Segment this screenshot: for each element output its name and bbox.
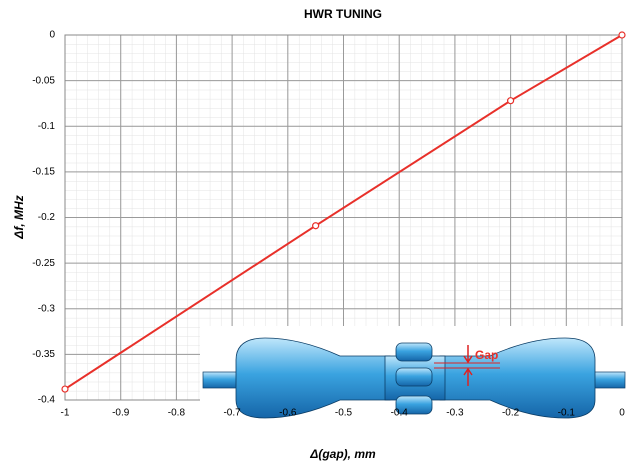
y-tick-label: -0.1 [38,121,56,132]
x-tick-label: -0.5 [335,408,353,419]
chart-title: HWR TUNING [304,7,382,21]
y-tick-label: -0.25 [32,258,55,269]
x-tick-label: -0.9 [112,408,130,419]
x-tick-label: -0.2 [502,408,520,419]
x-tick-label: -0.8 [168,408,186,419]
y-tick-label: -0.3 [38,303,56,314]
y-tick-label: -0.35 [32,349,55,360]
data-point [313,223,319,229]
cavity-inset: Gap [200,326,628,420]
data-point [508,98,514,104]
x-axis-label: Δ(gap), mm [309,447,376,461]
data-point [619,32,625,38]
y-tick-label: -0.2 [38,212,56,223]
stem-top [396,343,432,361]
data-point [62,386,68,392]
x-tick-label: -0.1 [558,408,576,419]
x-tick-label: -0.3 [446,408,464,419]
x-tick-label: -0.6 [279,408,297,419]
drift-tube [396,368,432,386]
y-tick-label: -0.05 [32,75,55,86]
gap-annotation: Gap [475,348,498,362]
y-axis-label: Δf, MHz [12,195,26,239]
chart: HWR TUNING Δ(gap), mm Δf, MHz Gap 0 -0.05… [0,0,630,468]
y-tick-label: -0.15 [32,167,55,178]
x-tick-label: -1 [61,408,70,419]
x-tick-label: -0.4 [391,408,409,419]
y-tick-label: -0.4 [38,395,56,406]
y-tick-label: 0 [49,30,55,41]
x-tick-label: 0 [619,408,625,419]
x-tick-label: -0.7 [223,408,241,419]
